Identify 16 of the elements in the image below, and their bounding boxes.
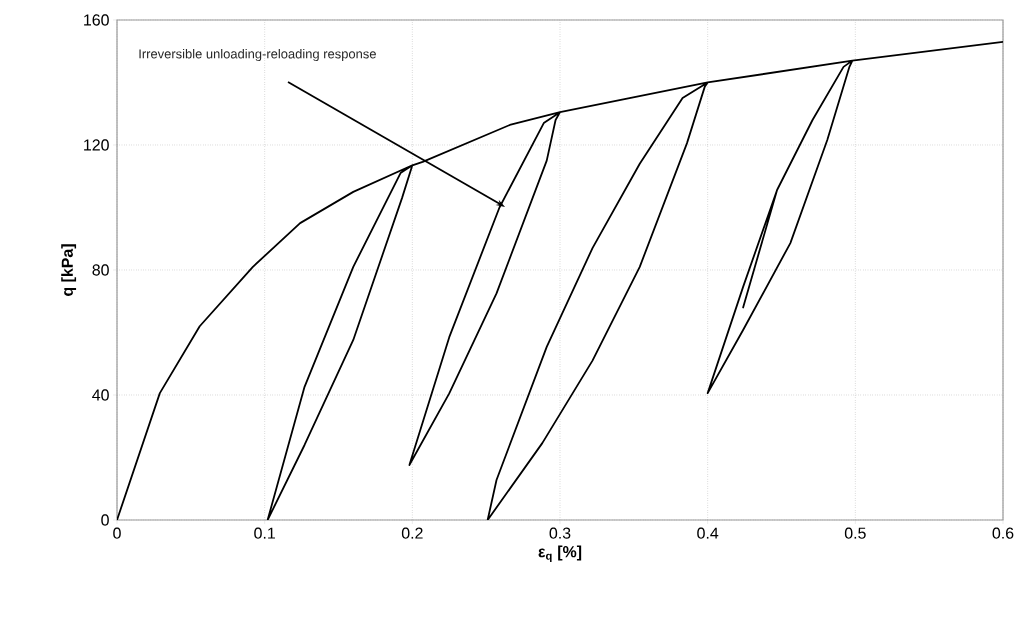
y-tick-label: 40 — [92, 389, 109, 401]
x-tick-label: 0 — [113, 527, 121, 539]
x-tick-label: 0.6 — [992, 527, 1014, 539]
x-tick-label: 0.5 — [844, 527, 866, 539]
y-tick-label: 160 — [84, 14, 109, 26]
y-tick-label: 80 — [92, 264, 109, 276]
y-tick-label: 120 — [84, 139, 109, 151]
y-axis-title: q [kPa] — [61, 244, 77, 296]
x-tick-label: 0.3 — [549, 527, 571, 539]
x-tick-label: 0.2 — [401, 527, 423, 539]
x-tick-label: 0.4 — [697, 527, 719, 539]
line-series — [117, 40, 1003, 520]
x-axis-title: ε$_{q}$ [%] — [538, 545, 582, 563]
x-tick-label: 0.1 — [254, 527, 275, 539]
y-tick-label: 0 — [101, 514, 109, 526]
annotation: Irreversible unloading-reloading response — [139, 48, 376, 62]
